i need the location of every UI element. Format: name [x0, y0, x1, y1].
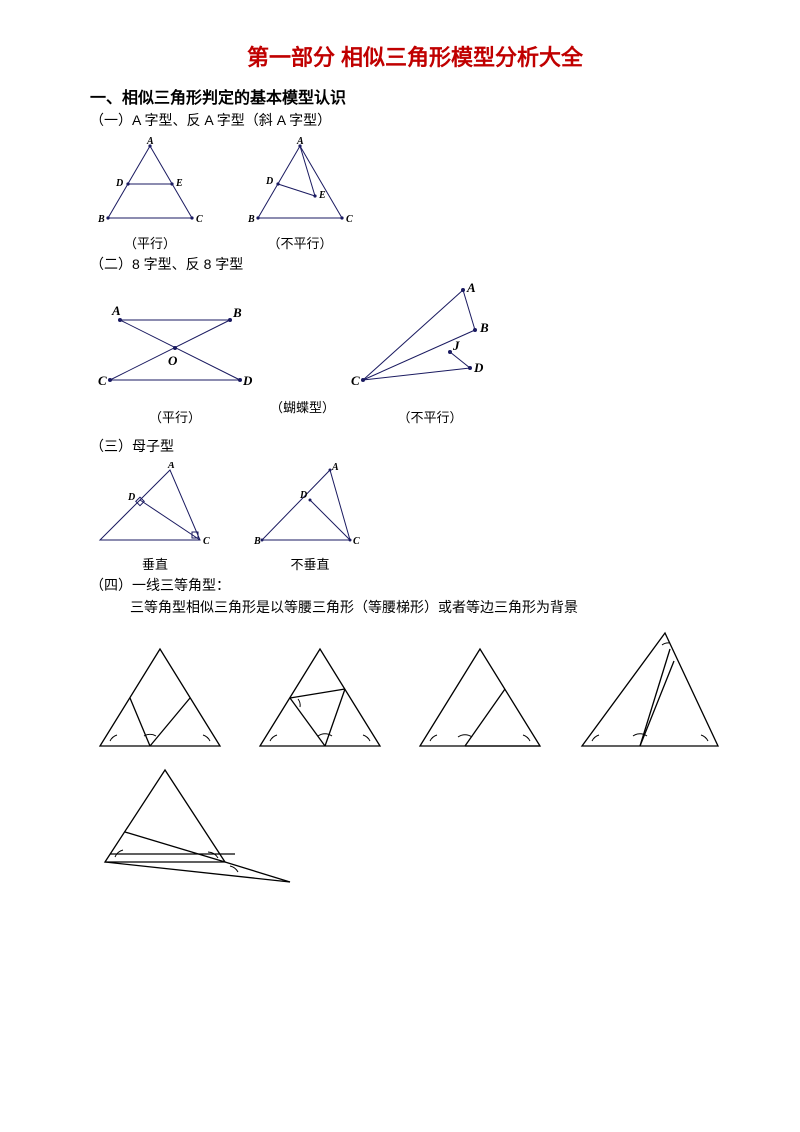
figure-a-notparallel: A B C D E （不平行） — [240, 136, 360, 252]
label-a: A — [331, 462, 339, 473]
label-a: A — [167, 462, 175, 471]
figure-row-4 — [90, 631, 740, 756]
subsection-3: （三）母子型 — [90, 436, 740, 456]
figure-row-5 — [90, 762, 740, 892]
section-heading-1: 一、相似三角形判定的基本模型认识 — [90, 84, 740, 108]
label-b: B — [247, 214, 255, 225]
figure-notperp: A D B C 不垂直 — [250, 462, 370, 573]
label-a: A — [466, 280, 476, 295]
label-a: A — [111, 303, 121, 318]
figure-8-notparallel: A B J D C （不平行） — [345, 280, 515, 426]
figure-row-2: A B C D O （平行） （蝴蝶型） A B J D C （不平行） — [90, 280, 740, 426]
label-d: D — [299, 490, 307, 501]
label-a: A — [296, 136, 304, 147]
subsection-4: （四）一线三等角型： — [90, 575, 740, 595]
caption-parallel: （平行） — [124, 233, 176, 252]
caption-notparallel-2: （不平行） — [398, 407, 463, 426]
figure-8-parallel: A B C D O （平行） — [90, 295, 260, 426]
label-d: D — [242, 373, 253, 388]
label-c: C — [196, 214, 203, 225]
figure-row-3: A D C 垂直 A D B C 不垂直 — [90, 462, 740, 573]
figure-a-parallel: A B C D E （平行） — [90, 136, 210, 252]
figure-perp: A D C 垂直 — [90, 462, 220, 573]
label-a: A — [146, 136, 154, 147]
label-d: D — [127, 492, 135, 503]
figure-eq-2 — [250, 641, 390, 756]
caption-notparallel: （不平行） — [267, 233, 332, 252]
label-d: D — [473, 360, 484, 375]
caption-parallel-2: （平行） — [149, 407, 201, 426]
label-d: D — [115, 178, 123, 189]
figure-eq-1 — [90, 641, 230, 756]
label-c: C — [203, 536, 210, 547]
label-b: B — [253, 536, 261, 547]
figure-row-1: A B C D E （平行） A B C D E （不平行） — [90, 136, 740, 252]
label-o: O — [168, 353, 178, 368]
subsection-2: （二）8 字型、反 8 字型 — [90, 254, 740, 274]
figure-eq-4 — [570, 631, 725, 756]
subsection-4-desc: 三等角型相似三角形是以等腰三角形（等腰梯形）或者等边三角形为背景 — [130, 597, 740, 617]
label-c: C — [351, 373, 360, 388]
page-title: 第一部分 相似三角形模型分析大全 — [90, 40, 740, 72]
label-c: C — [353, 536, 360, 547]
caption-perp: 垂直 — [142, 554, 168, 573]
label-b: B — [479, 320, 489, 335]
label-e: E — [175, 178, 183, 189]
label-b: B — [97, 214, 105, 225]
label-c: C — [346, 214, 353, 225]
label-b: B — [232, 305, 242, 320]
label-c: C — [98, 373, 107, 388]
figure-eq-3 — [410, 641, 550, 756]
subsection-1: （一）A 字型、反 A 字型（斜 A 字型） — [90, 110, 740, 130]
label-j: J — [452, 338, 460, 353]
label-e: E — [318, 190, 326, 201]
caption-notperp: 不垂直 — [290, 554, 329, 573]
caption-butterfly: （蝴蝶型） — [270, 397, 335, 416]
label-d: D — [265, 176, 273, 187]
figure-eq-5 — [90, 762, 300, 892]
